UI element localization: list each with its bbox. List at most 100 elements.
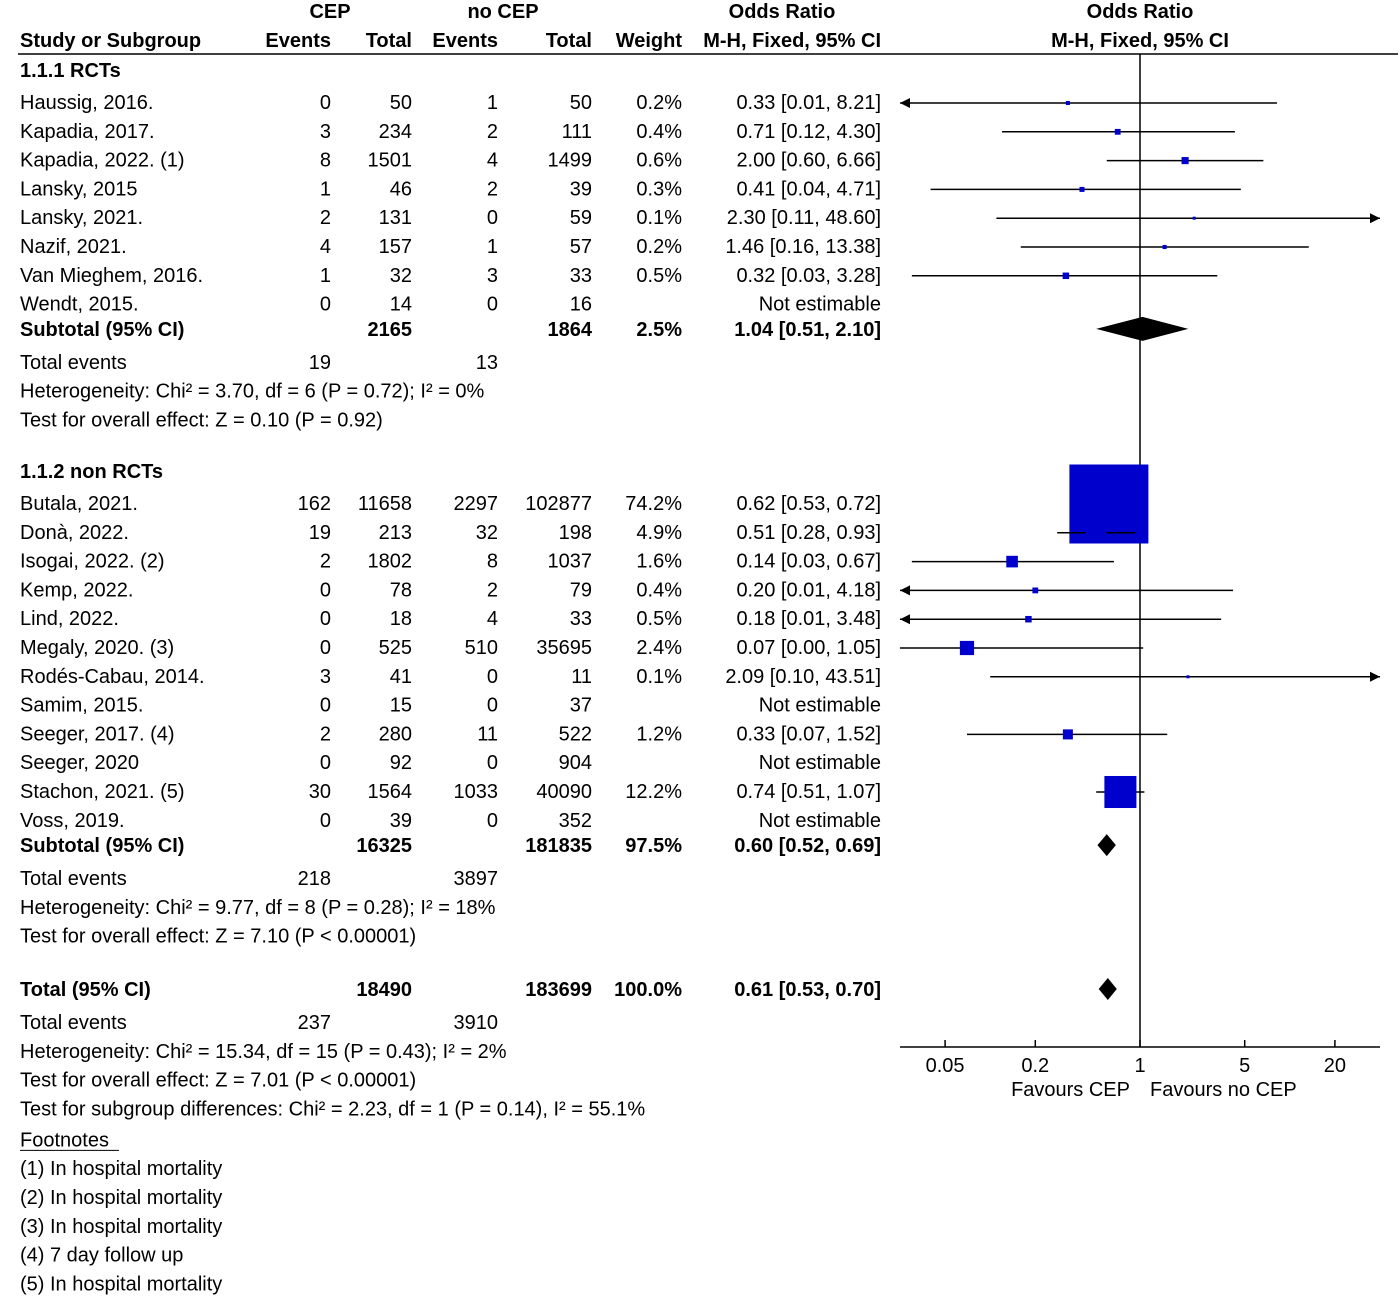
overall-effect: Test for overall effect: Z = 7.10 (P < 0… <box>20 926 416 948</box>
cep-total: 92 <box>390 752 412 774</box>
study-row: Megaly, 2020. (3) 0 525 510 35695 2.4% 0.07 [0… <box>20 637 881 659</box>
nocep-events: 2 <box>487 178 498 200</box>
total-events-nocep: 3910 <box>454 1012 499 1034</box>
study-name: Isogai, 2022. (2) <box>20 551 165 573</box>
subtotal-weight: 97.5% <box>625 835 682 857</box>
odds-ratio-ci: 1.46 [0.16, 13.38] <box>725 236 881 258</box>
cep-total: 157 <box>379 236 412 258</box>
subgroup-title: 1.1.2 non RCTs <box>20 461 163 483</box>
cep-total: 78 <box>390 579 412 601</box>
header-group2: no CEP <box>467 1 538 23</box>
effect-square <box>1114 128 1121 135</box>
effect-square <box>1065 100 1070 106</box>
heterogeneity: Heterogeneity: Chi² = 9.77, df = 8 (P = … <box>20 897 496 919</box>
x-tick-label: 0.05 <box>926 1055 965 1077</box>
nocep-events: 4 <box>487 150 498 172</box>
effect-square <box>1079 186 1085 192</box>
odds-ratio-ci: 2.30 [0.11, 48.60] <box>727 207 881 229</box>
nocep-total: 1499 <box>548 150 593 172</box>
odds-ratio-ci: 0.20 [0.01, 4.18] <box>736 579 881 601</box>
nocep-total: 40090 <box>536 781 592 803</box>
cep-events: 0 <box>320 608 331 630</box>
effect-square <box>1006 555 1018 568</box>
weight: 0.4% <box>636 121 682 143</box>
nocep-total: 39 <box>570 178 592 200</box>
odds-ratio-ci: 0.41 [0.04, 4.71] <box>736 178 881 200</box>
study-row: Kemp, 2022. 0 78 2 79 0.4% 0.20 [0.01, 4.18] <box>20 579 881 601</box>
total-label: Total (95% CI) <box>20 979 151 1001</box>
footnote: (4) 7 day follow up <box>20 1245 183 1267</box>
odds-ratio-ci: 0.33 [0.01, 8.21] <box>736 92 881 114</box>
odds-ratio-ci: 2.09 [0.10, 43.51] <box>725 666 881 688</box>
nocep-total: 50 <box>570 92 592 114</box>
study-row: Wendt, 2015. 0 14 0 16 Not estimable <box>20 294 881 316</box>
cep-events: 0 <box>320 810 331 832</box>
cep-total: 32 <box>390 265 412 287</box>
study-row: Isogai, 2022. (2) 2 1802 8 1037 1.6% 0.14 [0.0… <box>20 551 881 573</box>
odds-ratio-ci: Not estimable <box>759 752 881 774</box>
weight: 0.2% <box>636 236 682 258</box>
nocep-events: 32 <box>476 522 498 544</box>
effect-square <box>1186 675 1190 679</box>
study-row: Haussig, 2016. 0 50 1 50 0.2% 0.33 [0.01, 8.21… <box>20 92 881 114</box>
effect-square <box>1192 216 1196 220</box>
effect-square <box>1086 522 1107 543</box>
cep-total: 11658 <box>358 493 412 515</box>
overall-effect: Test for overall effect: Z = 0.10 (P = 0… <box>20 410 383 432</box>
nocep-total: 35695 <box>536 637 592 659</box>
study-name: Haussig, 2016. <box>20 92 153 114</box>
nocep-total: 79 <box>570 579 592 601</box>
nocep-events: 510 <box>465 637 498 659</box>
header-group1: CEP <box>309 1 350 23</box>
cep-total: 18 <box>390 608 412 630</box>
study-row: Donà, 2022. 19 213 32 198 4.9% 0.51 [0.28, 0.9… <box>20 522 881 544</box>
total-ci: 0.61 [0.53, 0.70] <box>734 979 881 1001</box>
ci-interval <box>900 614 1222 625</box>
study-row: Lansky, 2015 1 46 2 39 0.3% 0.41 [0.04, 4.71] <box>20 178 881 200</box>
ci-interval <box>1096 775 1145 809</box>
odds-ratio-ci: 0.18 [0.01, 3.48] <box>736 608 881 630</box>
total-events-cep: 218 <box>298 868 331 890</box>
nocep-total: 57 <box>570 236 592 258</box>
subtotal-total2: 181835 <box>525 835 592 857</box>
header-total1: Total <box>366 30 412 52</box>
study-name: Megaly, 2020. (3) <box>20 637 174 659</box>
ci-interval <box>1069 464 1149 544</box>
study-name: Seeger, 2017. (4) <box>20 723 175 745</box>
header-study: Study or Subgroup <box>20 30 201 52</box>
x-tick-label: 1 <box>1134 1055 1145 1077</box>
cep-events: 1 <box>320 178 331 200</box>
odds-ratio-ci: 0.74 [0.51, 1.07] <box>736 781 881 803</box>
total-weight: 100.0% <box>614 979 682 1001</box>
subtotal-ci: 0.60 [0.52, 0.69] <box>734 835 881 857</box>
header-plot-method: M-H, Fixed, 95% CI <box>1051 30 1229 52</box>
cep-events: 8 <box>320 150 331 172</box>
cep-total: 50 <box>390 92 412 114</box>
ci-interval <box>900 585 1234 596</box>
study-row: Rodés-Cabau, 2014. 3 41 0 11 0.1% 2.09 [0.10, … <box>20 666 881 688</box>
footnote: (3) In hospital mortality <box>20 1216 222 1238</box>
cep-events: 2 <box>320 723 331 745</box>
ci-interval <box>911 272 1218 280</box>
cep-total: 131 <box>379 207 412 229</box>
effect-square <box>1062 729 1073 740</box>
x-tick-label: 0.2 <box>1021 1055 1049 1077</box>
header-total2: Total <box>546 30 592 52</box>
cep-events: 30 <box>309 781 331 803</box>
cep-events: 3 <box>320 666 331 688</box>
subtotal-diamond <box>1096 316 1189 341</box>
footnote: (5) In hospital mortality <box>20 1273 222 1295</box>
study-row: Seeger, 2017. (4) 2 280 11 522 1.2% 0.33 [0.07… <box>20 723 881 745</box>
study-row: Voss, 2019. 0 39 0 352 Not estimable <box>20 810 881 832</box>
study-name: Donà, 2022. <box>20 522 129 544</box>
favours-left-label: Favours CEP <box>1011 1079 1130 1101</box>
subtotal-diamond <box>1097 834 1116 857</box>
nocep-events: 3 <box>487 265 498 287</box>
footnote: (1) In hospital mortality <box>20 1158 222 1180</box>
nocep-events: 2 <box>487 121 498 143</box>
cep-total: 1564 <box>368 781 413 803</box>
cep-events: 2 <box>320 207 331 229</box>
odds-ratio-ci: 0.33 [0.07, 1.52] <box>736 723 881 745</box>
overall-effect: Test for overall effect: Z = 7.01 (P < 0… <box>20 1070 416 1092</box>
cep-events: 2 <box>320 551 331 573</box>
